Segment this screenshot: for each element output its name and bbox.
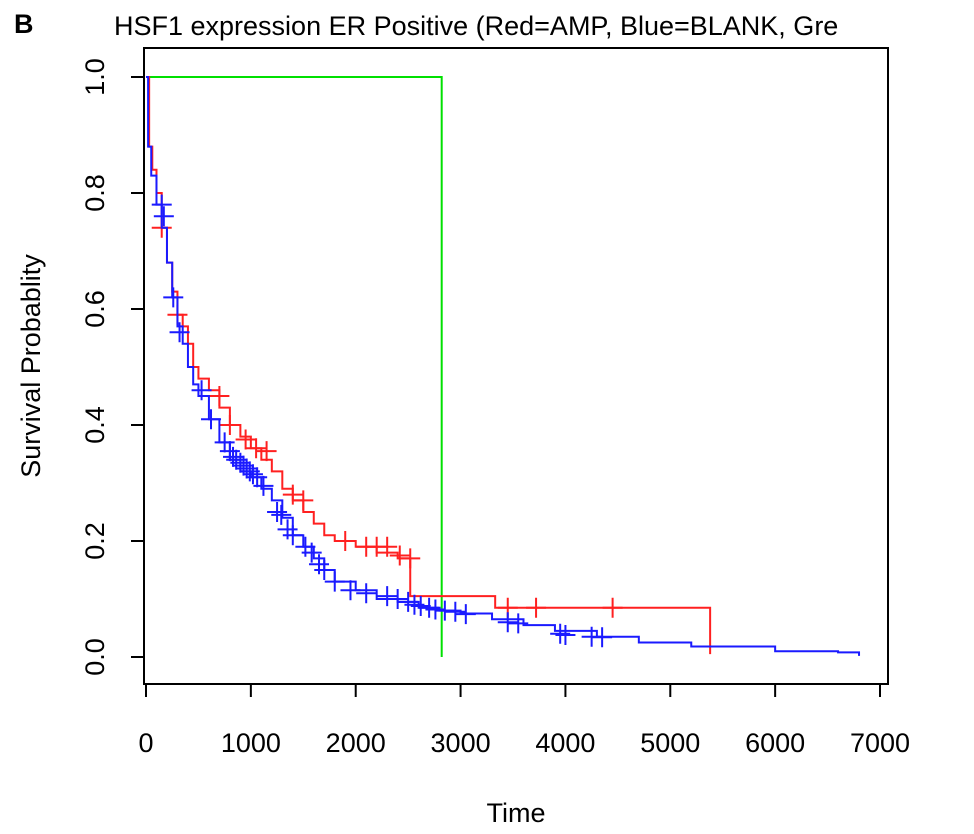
censor-mark (400, 548, 421, 569)
y-tick-label: 0.4 (80, 406, 110, 444)
censor-mark (340, 580, 361, 601)
survival-curve-0 (146, 76, 443, 657)
censor-mark (301, 542, 322, 563)
censor-mark (377, 536, 398, 557)
x-tick-label: 0 (138, 728, 153, 758)
censor-mark (389, 545, 410, 566)
censor-mark (592, 627, 613, 648)
chart-title: HSF1 expression ER Positive (Red=AMP, Bl… (114, 11, 838, 41)
y-tick-label: 0.8 (80, 174, 110, 212)
censor-mark (526, 597, 547, 618)
censor-mark (356, 583, 377, 604)
censor-mark (253, 475, 274, 496)
survival-curve-1 (146, 76, 712, 655)
censor-mark (214, 432, 235, 453)
censor-mark (256, 441, 277, 462)
y-axis: 0.0 0.2 0.4 0.6 0.8 1.0 (80, 58, 145, 676)
censor-mark (497, 612, 518, 633)
censor-mark (151, 194, 172, 215)
censor-mark (293, 490, 314, 511)
censor-mark (377, 586, 398, 607)
x-tick-label: 4000 (535, 728, 595, 758)
censor-mark (282, 484, 303, 505)
x-tick-label: 6000 (745, 728, 805, 758)
x-axis: 0 1000 2000 3000 4000 5000 6000 7000 (138, 683, 910, 758)
censor-mark (410, 595, 431, 616)
censor-mark (267, 502, 288, 522)
x-tick-label: 3000 (431, 728, 491, 758)
censor-mark (242, 464, 263, 485)
censor-mark (425, 599, 446, 620)
censor-mark (602, 597, 623, 618)
x-tick-label: 2000 (326, 728, 386, 758)
censor-mark (153, 206, 174, 227)
censor-mark (282, 525, 303, 546)
censor-mark (555, 624, 576, 645)
censor-mark (271, 504, 292, 525)
series-layer (146, 76, 861, 657)
y-tick-label: 0.6 (80, 290, 110, 328)
censor-mark (335, 531, 356, 551)
censor-mark (455, 604, 476, 625)
panel-letter: B (14, 9, 34, 39)
censor-mark (508, 613, 529, 634)
y-tick-label: 0.2 (80, 522, 110, 560)
x-tick-label: 7000 (850, 728, 910, 758)
censor-mark (219, 415, 240, 435)
censor-mark (314, 560, 335, 580)
y-tick-label: 1.0 (80, 58, 110, 96)
plot-frame (143, 47, 889, 685)
x-tick-label: 1000 (221, 728, 281, 758)
censor-mark (434, 600, 455, 621)
x-axis-label: Time (487, 798, 546, 828)
x-tick-label: 5000 (640, 728, 700, 758)
censor-mark (163, 287, 184, 308)
survival-curve-2 (146, 76, 861, 656)
censor-mark (387, 589, 408, 609)
censor-mark (445, 601, 466, 622)
censor-mark (191, 380, 212, 401)
censor-mark (550, 623, 571, 644)
censor-mark (246, 438, 267, 459)
y-axis-label: Survival Probablity (16, 254, 46, 478)
censor-mark (169, 322, 190, 343)
censor-mark (209, 386, 230, 406)
censor-mark (201, 409, 222, 430)
y-tick-label: 0.0 (80, 638, 110, 676)
censor-mark (235, 429, 256, 450)
censor-mark (324, 571, 345, 592)
